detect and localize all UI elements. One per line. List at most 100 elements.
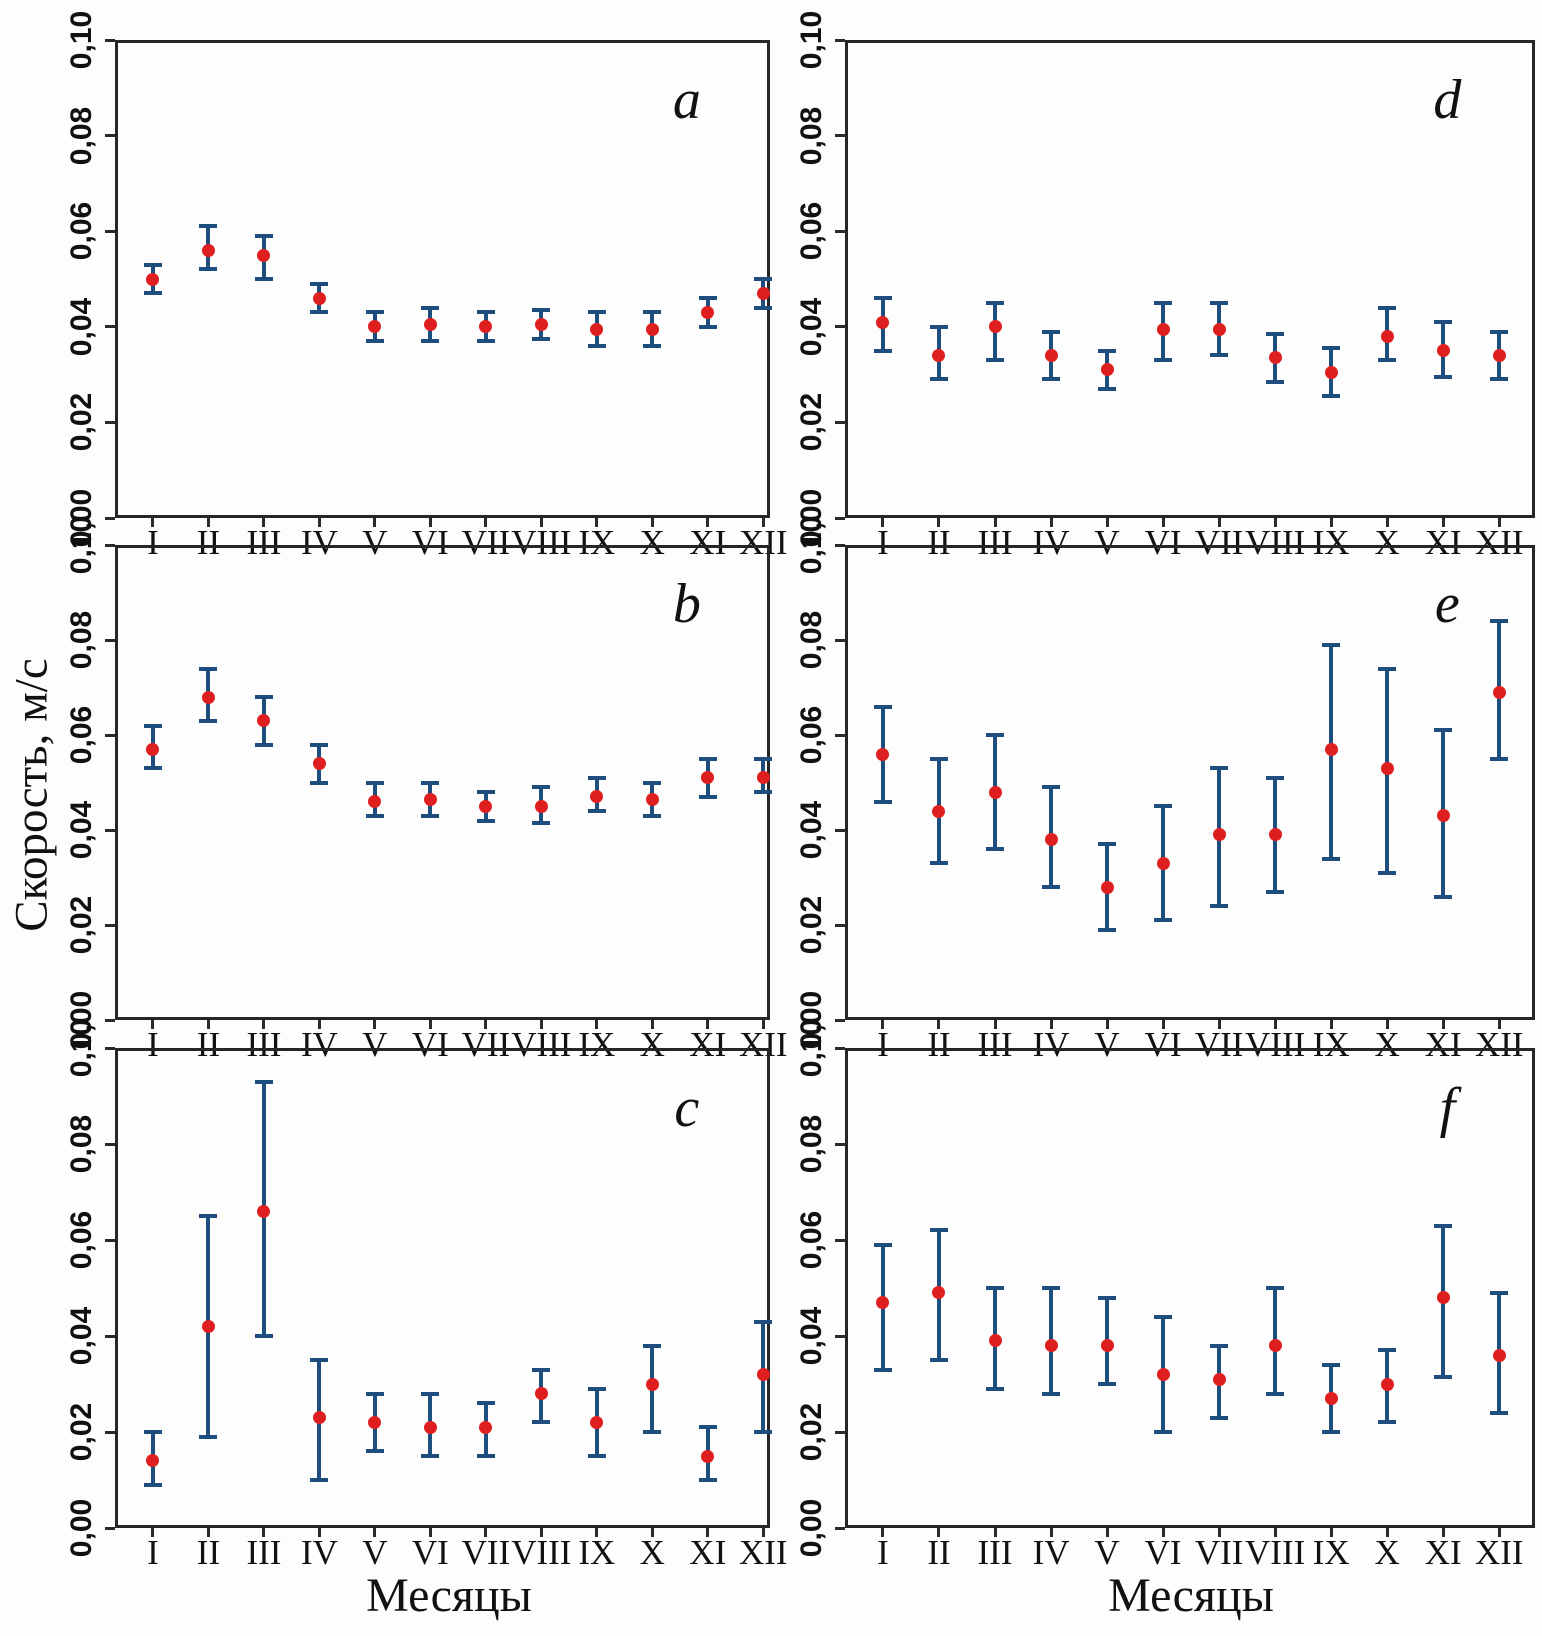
error-bar-cap-top	[587, 310, 606, 315]
x-tick	[881, 518, 885, 527]
panel-b-plot-area	[115, 545, 770, 1020]
error-bar-cap-bottom	[1434, 894, 1453, 899]
x-tick-label: VII	[1194, 1025, 1244, 1064]
data-point	[1436, 344, 1450, 358]
y-tick	[105, 134, 115, 138]
data-point	[590, 1415, 604, 1429]
x-tick	[484, 1020, 488, 1029]
error-bar-cap-top	[1322, 642, 1341, 647]
error-bar-cap-bottom	[421, 813, 440, 818]
y-tick	[835, 1430, 845, 1434]
x-tick-label: VII	[1194, 1533, 1244, 1572]
x-tick	[262, 1528, 266, 1537]
data-point	[312, 757, 326, 770]
error-bar-cap-bottom	[1434, 1374, 1453, 1379]
x-tick	[706, 1528, 710, 1537]
x-tick	[206, 1020, 210, 1029]
data-point	[876, 1295, 890, 1309]
x-tick	[1441, 1528, 1445, 1537]
data-point	[1492, 1348, 1506, 1362]
x-tick-label: XII	[1474, 1025, 1524, 1064]
x-tick	[1329, 518, 1333, 527]
x-tick	[1217, 1020, 1221, 1029]
x-tick	[151, 1020, 155, 1029]
data-point	[201, 243, 215, 257]
error-bar-cap-bottom	[698, 1478, 717, 1482]
y-tick	[105, 828, 115, 832]
x-axis-title-right: Месяцы	[1108, 1569, 1274, 1622]
error-bar-cap-top	[421, 305, 440, 310]
y-tick	[105, 1046, 115, 1050]
error-bar-cap-bottom	[986, 847, 1004, 851]
x-tick	[1273, 1528, 1277, 1537]
data-point	[932, 348, 946, 362]
x-tick-label: IV	[300, 523, 338, 562]
x-tick	[1217, 1528, 1221, 1537]
error-bar-cap-top	[698, 296, 717, 301]
data-point	[368, 1415, 382, 1429]
x-tick	[373, 518, 377, 527]
error-bar-cap-top	[532, 308, 551, 313]
x-tick	[1105, 518, 1109, 527]
error-bar-cap-top	[254, 695, 273, 699]
error-bar-cap-bottom	[1266, 1391, 1285, 1396]
data-point	[1380, 329, 1394, 343]
data-point	[257, 714, 271, 728]
y-tick	[105, 638, 115, 642]
panel-letter-f: f	[1439, 1077, 1456, 1139]
x-tick	[1273, 1020, 1277, 1029]
error-bar-cap-bottom	[1322, 1430, 1341, 1434]
error-bar-cap-bottom	[986, 358, 1004, 363]
y-tick	[835, 923, 845, 927]
data-point	[876, 315, 890, 329]
error-bar-cap-top	[1042, 785, 1061, 790]
x-tick-label: XII	[738, 1533, 788, 1572]
x-tick-label: II	[927, 1025, 951, 1064]
data-point	[1100, 363, 1114, 377]
y-tick-label: 0,00	[795, 1498, 828, 1558]
y-tick-label: 0,02	[795, 1402, 828, 1462]
x-tick-label: X	[1374, 523, 1400, 562]
x-tick	[993, 1020, 997, 1029]
error-bar-cap-bottom	[1210, 1415, 1229, 1420]
error-bar-cap-top	[873, 296, 892, 301]
error-bar-cap-top	[1098, 348, 1117, 353]
x-tick-label: X	[639, 523, 665, 562]
data-point	[756, 771, 770, 785]
error-bar-cap-top	[1266, 1286, 1285, 1290]
data-point	[1156, 1367, 1170, 1381]
error-bar-cap-top	[254, 1079, 273, 1084]
x-tick	[1161, 1528, 1165, 1537]
error-bar-cap-top	[929, 324, 948, 329]
error-bar-cap-bottom	[873, 799, 892, 804]
data-point	[257, 248, 271, 262]
error-bar-cap-top	[143, 1430, 162, 1434]
x-tick	[1105, 1020, 1109, 1029]
x-tick-label: V	[1094, 523, 1120, 562]
error-bar-cap-bottom	[587, 809, 606, 813]
data-point	[1380, 1377, 1394, 1391]
data-point	[1492, 685, 1506, 699]
error-bar-cap-bottom	[698, 324, 717, 329]
error-bar-cap-bottom	[1490, 1410, 1509, 1415]
x-tick-label: V	[362, 1025, 388, 1064]
x-tick	[706, 518, 710, 527]
x-tick-label: X	[639, 1533, 665, 1572]
x-tick-label: VI	[411, 523, 449, 562]
x-tick-label: IX	[578, 1533, 616, 1572]
x-tick	[151, 518, 155, 527]
x-tick	[1441, 1020, 1445, 1029]
error-bar-cap-bottom	[1098, 927, 1117, 932]
x-tick-label: VII	[461, 1533, 511, 1572]
data-point	[1380, 761, 1394, 775]
x-tick-label: III	[246, 1533, 282, 1572]
error-bar-cap-top	[1490, 329, 1509, 334]
error-bar-cap-bottom	[365, 813, 384, 818]
y-tick	[105, 38, 115, 42]
x-tick	[206, 518, 210, 527]
x-tick-label: II	[196, 1533, 221, 1572]
error-bar-cap-bottom	[199, 267, 218, 272]
